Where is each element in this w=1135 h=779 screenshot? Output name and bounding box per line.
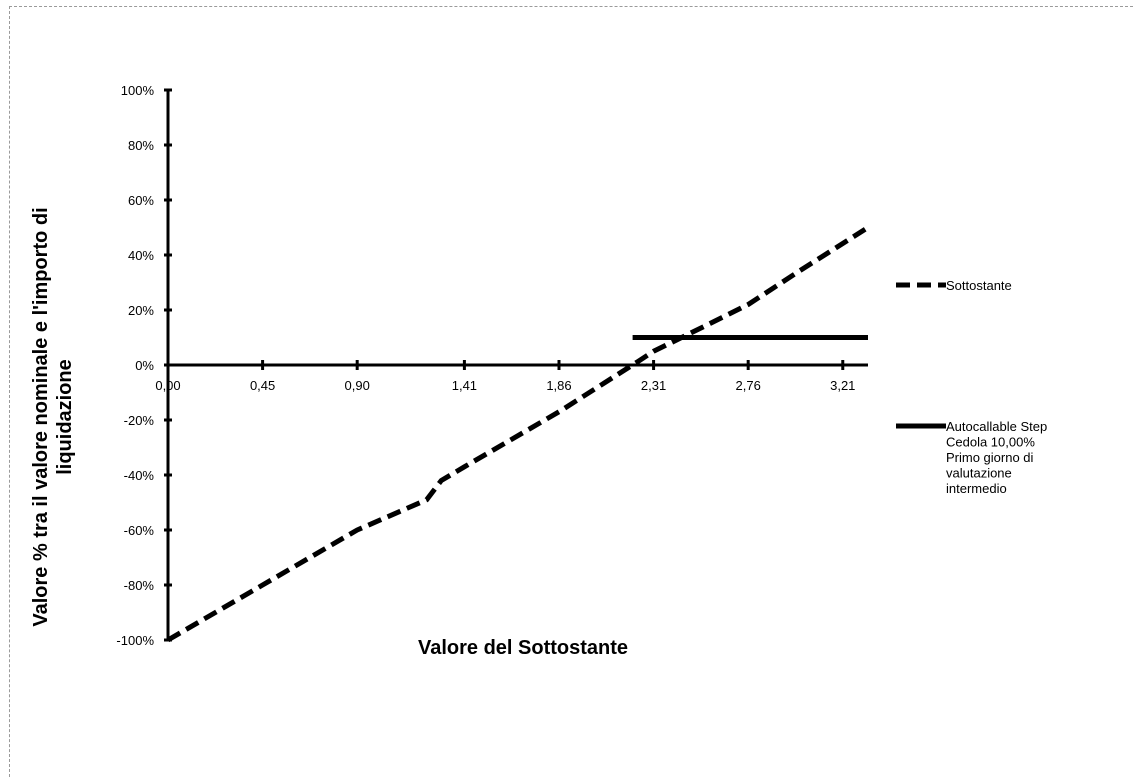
legend-label-1-line-4: intermedio	[946, 481, 1007, 496]
x-tick-label: 2,76	[736, 378, 761, 393]
x-ticks: 0,00 0,45 0,90 1,41 1,86 2,31 2,76 3,21	[155, 360, 855, 393]
legend-label-1-line-3: valutazione	[946, 466, 1012, 481]
legend-label-1-line-1: Cedola 10,00%	[946, 435, 1035, 450]
legend-label-0-line-0: Sottostante	[946, 278, 1012, 293]
chart-frame	[9, 6, 1133, 777]
y-tick-label: 100%	[121, 83, 155, 98]
x-tick-label: 3,21	[830, 378, 855, 393]
x-tick-label: 1,41	[452, 378, 477, 393]
y-tick-label: -20%	[124, 413, 155, 428]
y-tick-label: 60%	[128, 193, 154, 208]
svg-text:Valore % tra il valore nominal: Valore % tra il valore nominale e l'impo…	[30, 207, 52, 626]
y-tick-label: -40%	[124, 468, 155, 483]
legend-label-1-line-2: Primo giorno di	[946, 450, 1034, 465]
series-line-0	[166, 225, 870, 643]
x-tick-label: 1,86	[546, 378, 571, 393]
x-tick-label: 2,31	[641, 378, 666, 393]
x-tick-label: 0,45	[250, 378, 275, 393]
legend-label-1-line-0: Autocallable Step	[946, 419, 1047, 434]
svg-text:liquidazione: liquidazione	[54, 359, 76, 475]
y-axis-title: Valore % tra il valore nominale e l'impo…	[30, 207, 76, 626]
y-ticks: 100% 80% 60% 40% 20% 0% -20% -40% -60% -80% -100%	[116, 83, 172, 648]
x-tick-label: 0,90	[345, 378, 370, 393]
y-tick-label: 0%	[135, 358, 154, 373]
x-tick-label: 0,00	[155, 378, 180, 393]
axes	[166, 90, 868, 640]
y-tick-label: -60%	[124, 523, 155, 538]
y-tick-label: 40%	[128, 248, 154, 263]
y-axis-title-line-1: Valore % tra il valore nominale e l'impo…	[30, 207, 52, 626]
series-group	[166, 225, 870, 643]
y-tick-label: -100%	[116, 633, 154, 648]
x-axis-title: Valore del Sottostante	[418, 637, 628, 659]
y-axis-title-line-2: liquidazione	[54, 359, 76, 475]
y-tick-label: -80%	[124, 578, 155, 593]
y-tick-label: 20%	[128, 303, 154, 318]
y-tick-label: 80%	[128, 138, 154, 153]
